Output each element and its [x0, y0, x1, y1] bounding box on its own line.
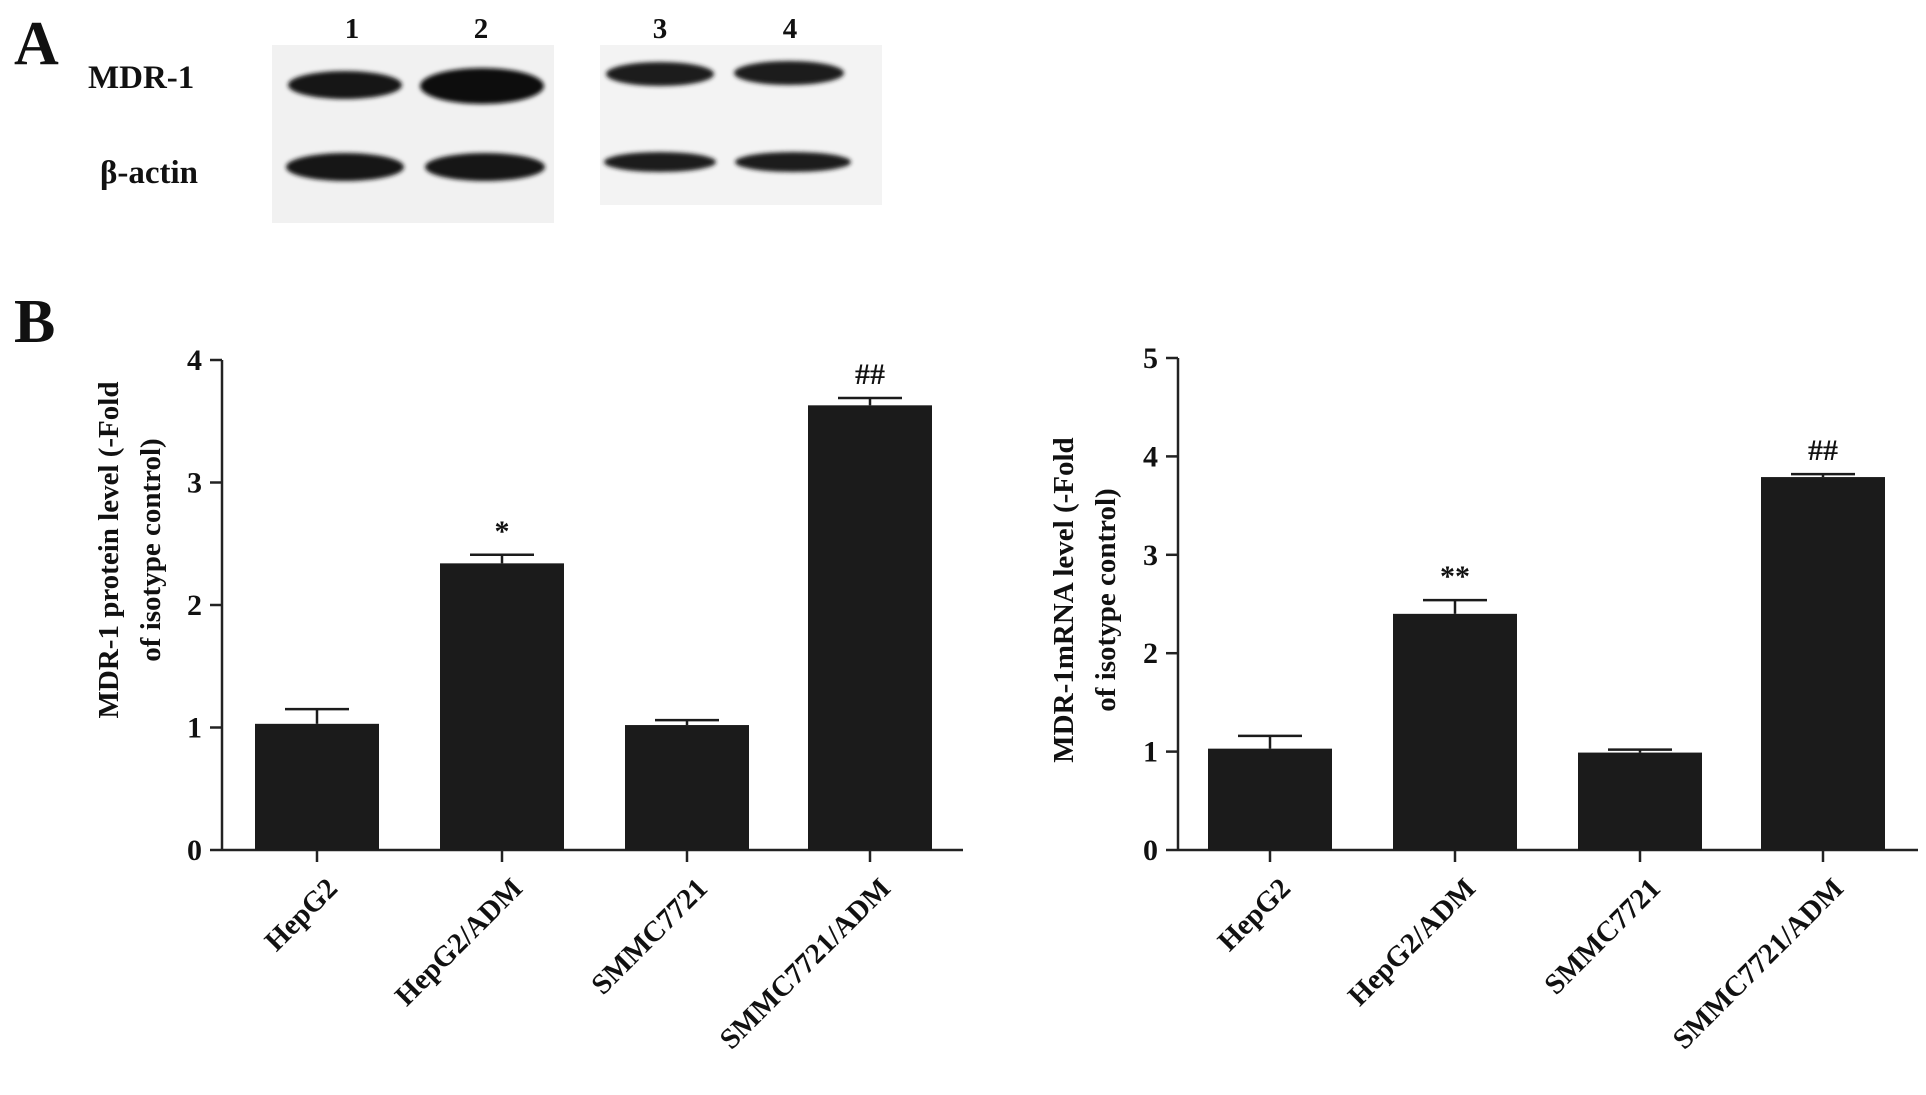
blot-band-mdr1-lane-1 [288, 71, 402, 99]
blot-band-actin-lane-1 [286, 153, 404, 181]
blot-band-actin-lane-4 [735, 152, 851, 172]
chart-mrna-bar-1 [1393, 613, 1517, 850]
chart-mrna-ytick-label-0: 0 [1143, 834, 1158, 867]
chart-mrna-bar-3 [1761, 477, 1885, 850]
chart-protein-ytick-label-2: 2 [187, 589, 202, 622]
chart-protein-ytick-label-1: 1 [187, 712, 202, 745]
chart-protein-bar-1 [440, 563, 564, 850]
chart-protein-bar-3 [808, 405, 932, 850]
blot-band-mdr1-lane-4 [734, 61, 844, 85]
chart-protein-category-label-1: HepG2/ADM [389, 872, 529, 1012]
lane-label-1: 1 [345, 13, 360, 45]
panel-b-letter: B [14, 288, 55, 356]
chart-protein-significance-1: * [495, 515, 510, 548]
lane-label-2: 2 [474, 13, 489, 45]
chart-mrna-ytick-label-1: 1 [1143, 736, 1158, 769]
chart-mrna-level: 0 1 2 3 4 5 HepG2 HepG2/ADM ** SMMC7721 SMMC7721/A… [1048, 342, 1918, 1056]
blot-row-label-mdr1: MDR-1 [88, 60, 194, 96]
panel-a-letter: A [14, 10, 59, 78]
chart-protein-significance-3: ## [855, 358, 885, 391]
chart-mrna-significance-3: ## [1808, 434, 1838, 467]
lane-label-3: 3 [653, 13, 668, 45]
chart-mrna-bar-2 [1578, 752, 1702, 850]
chart-mrna-bar-0 [1208, 748, 1332, 850]
blot-band-actin-lane-2 [425, 153, 545, 181]
chart-protein-category-label-3: SMMC7721/ADM [714, 872, 897, 1055]
chart-protein-category-label-2: SMMC7721 [585, 872, 714, 1001]
chart-mrna-ytick-label-4: 4 [1143, 440, 1158, 473]
chart-mrna-ylabel-line2: of isotype control) [1090, 488, 1122, 711]
chart-protein-bar-2 [625, 725, 749, 850]
chart-protein-ylabel-line1: MDR-1 protein level (-Fold [93, 382, 125, 719]
chart-protein-bar-0 [255, 723, 379, 850]
blot-row-label-beta-actin: β-actin [100, 155, 198, 191]
chart-mrna-ytick-label-2: 2 [1143, 637, 1158, 670]
chart-protein-ylabel-line2: of isotype control) [135, 438, 167, 661]
chart-mrna-category-label-0: HepG2 [1212, 872, 1297, 957]
chart-mrna-significance-1: ** [1440, 560, 1470, 593]
blot-band-actin-lane-3 [604, 152, 716, 172]
chart-mrna-category-label-1: HepG2/ADM [1342, 872, 1482, 1012]
chart-mrna-category-label-3: SMMC7721/ADM [1667, 872, 1850, 1055]
blot-band-mdr1-lane-3 [606, 62, 714, 86]
chart-protein-level: 0 1 2 3 4 HepG2 HepG2/ADM * SMMC7721 SMMC7721/ADM… [93, 344, 963, 1056]
panel-a: A 1 2 3 4 MDR-1 β-actin [14, 10, 882, 223]
chart-mrna-ylabel-line1: MDR-1mRNA level (-Fold [1048, 437, 1080, 762]
chart-protein-ytick-label-0: 0 [187, 834, 202, 867]
blot-band-mdr1-lane-2 [420, 68, 544, 104]
lane-label-4: 4 [783, 13, 798, 45]
chart-mrna-ytick-label-5: 5 [1143, 342, 1158, 375]
chart-protein-category-label-0: HepG2 [259, 872, 344, 957]
chart-protein-ytick-label-3: 3 [187, 467, 202, 500]
chart-protein-ytick-label-4: 4 [187, 344, 202, 377]
chart-mrna-category-label-2: SMMC7721 [1538, 872, 1667, 1001]
chart-mrna-ytick-label-3: 3 [1143, 539, 1158, 572]
